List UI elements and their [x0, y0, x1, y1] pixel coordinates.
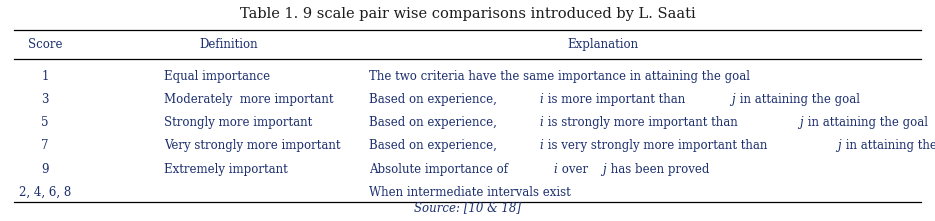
Text: Definition: Definition — [200, 38, 258, 51]
Text: Based on experience,: Based on experience, — [369, 93, 501, 106]
Text: Source: [10 & 18]: Source: [10 & 18] — [414, 201, 521, 214]
Text: j: j — [731, 93, 735, 106]
Text: 5: 5 — [41, 116, 49, 129]
Text: i: i — [539, 93, 543, 106]
Text: 3: 3 — [41, 93, 49, 106]
Text: The two criteria have the same importance in attaining the goal: The two criteria have the same importanc… — [369, 70, 750, 83]
Text: in attaining the goal: in attaining the goal — [842, 139, 935, 152]
Text: Moderately  more important: Moderately more important — [164, 93, 333, 106]
Text: 7: 7 — [41, 139, 49, 152]
Text: Very strongly more important: Very strongly more important — [164, 139, 340, 152]
Text: Table 1. 9 scale pair wise comparisons introduced by L. Saati: Table 1. 9 scale pair wise comparisons i… — [239, 7, 696, 21]
Text: Absolute importance of: Absolute importance of — [369, 163, 512, 175]
Text: over: over — [558, 163, 592, 175]
Text: Based on experience,: Based on experience, — [369, 139, 501, 152]
Text: Explanation: Explanation — [568, 38, 639, 51]
Text: i: i — [539, 139, 543, 152]
Text: is strongly more important than: is strongly more important than — [544, 116, 741, 129]
Text: Extremely important: Extremely important — [164, 163, 287, 175]
Text: Strongly more important: Strongly more important — [164, 116, 312, 129]
Text: in attaining the goal: in attaining the goal — [803, 116, 928, 129]
Text: When intermediate intervals exist: When intermediate intervals exist — [369, 186, 571, 199]
Text: 1: 1 — [41, 70, 49, 83]
Text: in attaining the goal: in attaining the goal — [736, 93, 860, 106]
Text: 2, 4, 6, 8: 2, 4, 6, 8 — [19, 186, 71, 199]
Text: is very strongly more important than: is very strongly more important than — [544, 139, 771, 152]
Text: j: j — [798, 116, 802, 129]
Text: j: j — [837, 139, 841, 152]
Text: i: i — [539, 116, 543, 129]
Text: i: i — [554, 163, 557, 175]
Text: has been proved: has been proved — [607, 163, 709, 175]
Text: Based on experience,: Based on experience, — [369, 116, 501, 129]
Text: Score: Score — [28, 38, 62, 51]
Text: is more important than: is more important than — [544, 93, 689, 106]
Text: Equal importance: Equal importance — [164, 70, 270, 83]
Text: j: j — [602, 163, 606, 175]
Text: 9: 9 — [41, 163, 49, 175]
